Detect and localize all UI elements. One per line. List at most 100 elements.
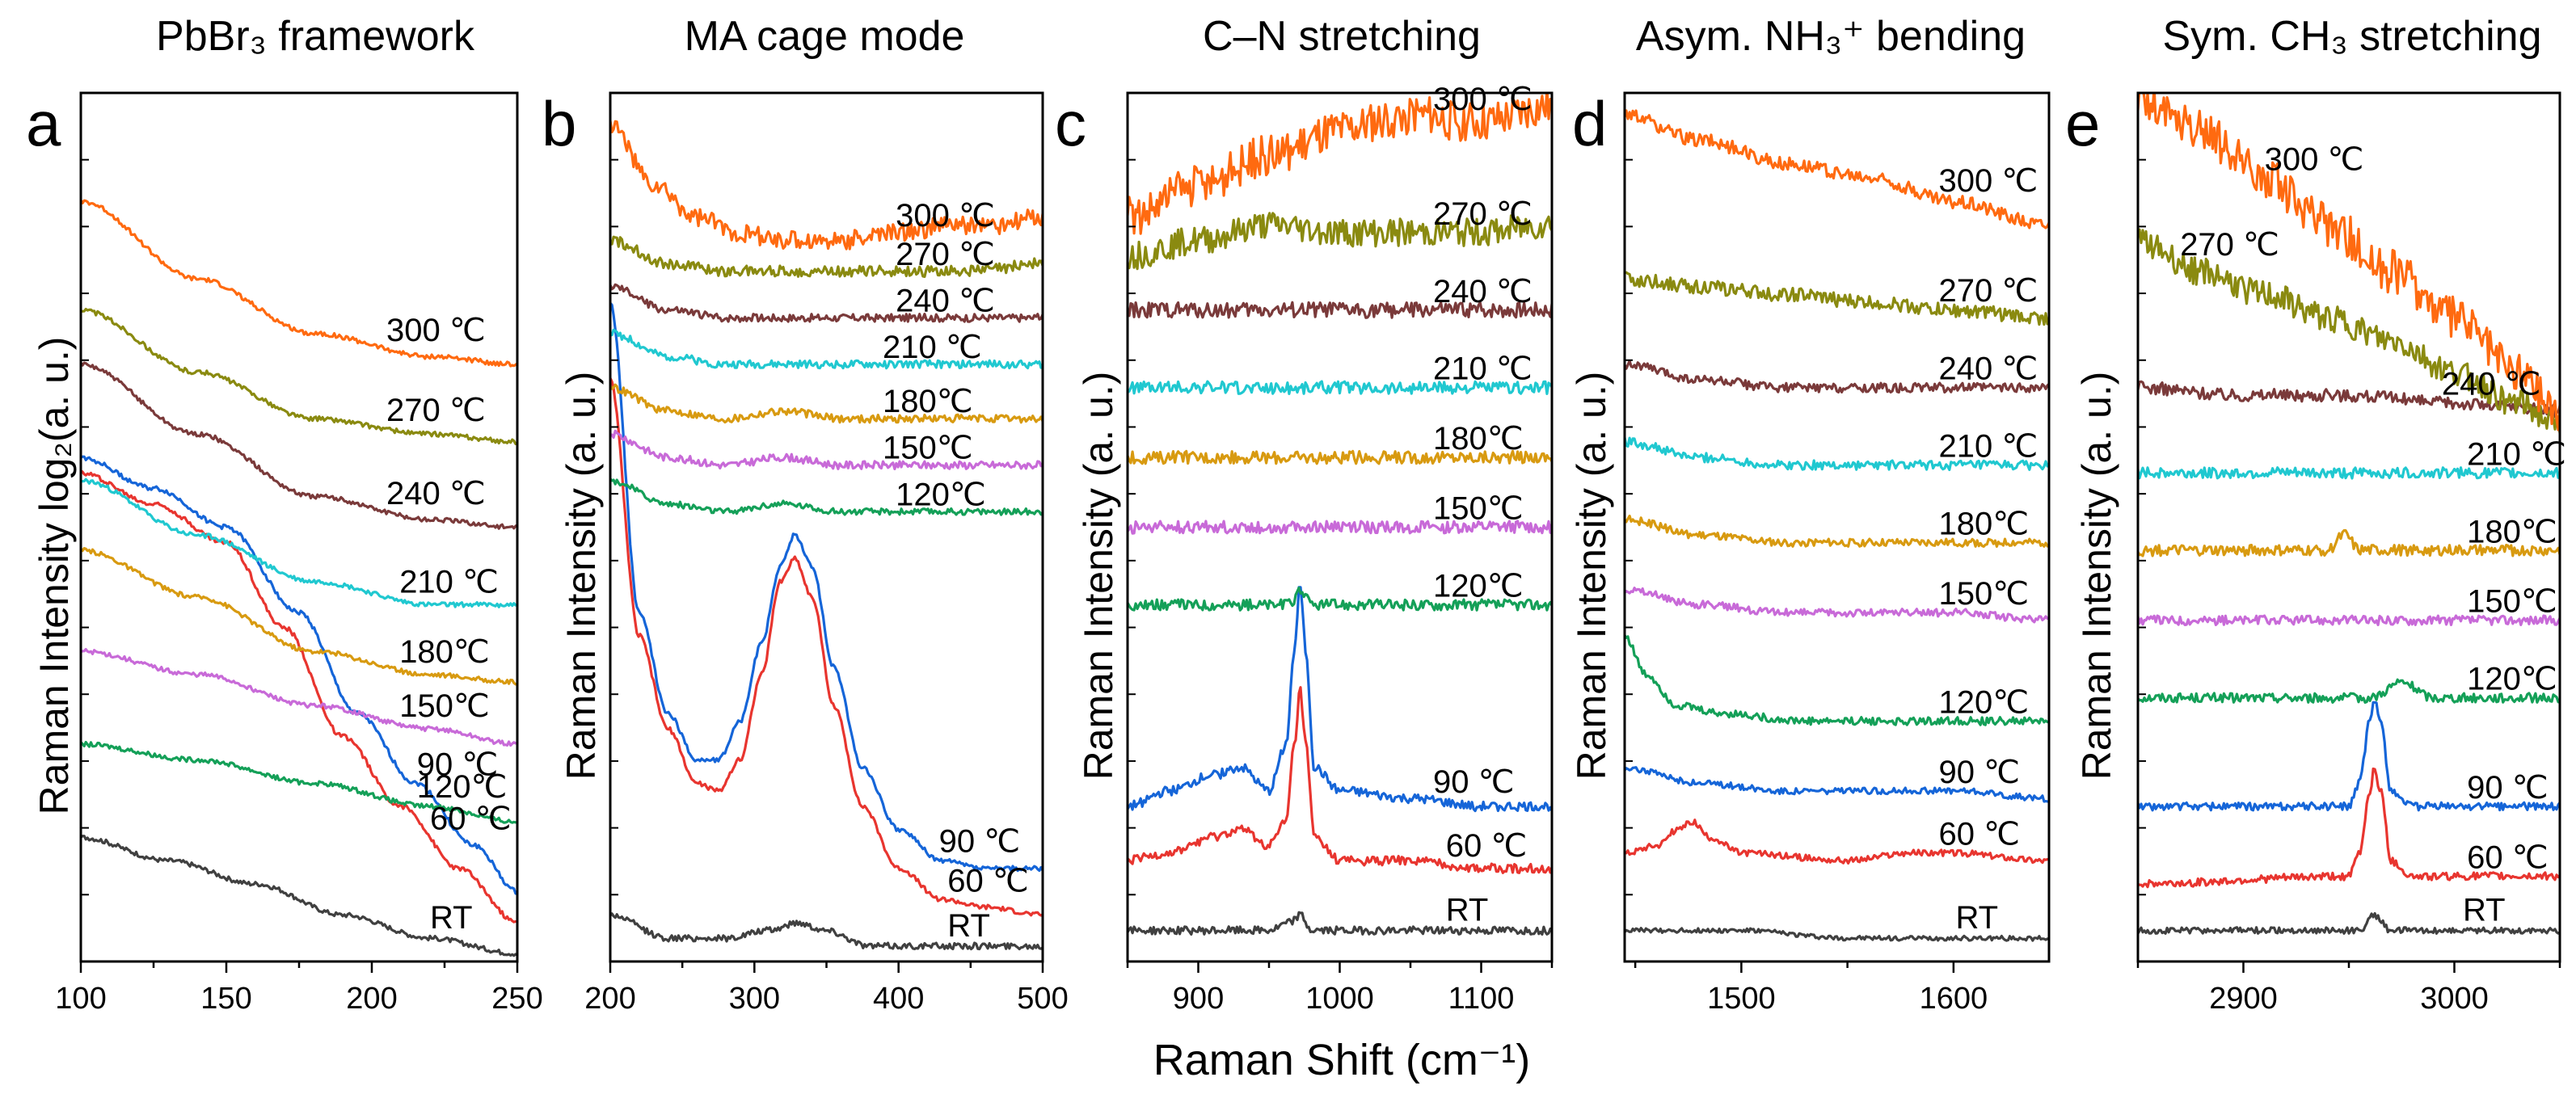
series-label-a-5: 180℃ (399, 634, 490, 670)
panel-title-e: Sym. CH₃ stretching (2162, 13, 2541, 60)
series-line-a-4 (81, 648, 517, 747)
panel-title-a: PbBr₃ framework (156, 13, 475, 60)
panel-e: Sym. CH₃ stretching e Raman Intensity (a. … (2065, 13, 2566, 1016)
series-line-a-9 (81, 199, 517, 368)
series-label-c-9: 300 ℃ (1433, 82, 1533, 117)
series-line-a-3 (81, 740, 517, 824)
x-tick-label-c-900: 900 (1173, 982, 1224, 1016)
traces-b (610, 120, 1043, 951)
series-line-b-2 (610, 302, 1043, 873)
series-line-b-0 (610, 912, 1043, 951)
series-line-e-7 (2138, 380, 2560, 419)
series-label-a-4: 150℃ (399, 688, 490, 724)
series-label-b-6: 210 ℃ (883, 330, 982, 365)
series-label-c-6: 210 ℃ (1433, 351, 1533, 387)
x-tick-label-b-200: 200 (584, 982, 635, 1016)
series-line-d-8 (1625, 271, 2049, 326)
axes-frame-d (1623, 91, 2051, 963)
series-label-a-8: 270 ℃ (386, 393, 486, 428)
panel-title-c: C–N stretching (1203, 13, 1481, 60)
series-line-d-4 (1625, 587, 2049, 624)
series-label-a-6: 210 ℃ (399, 565, 499, 600)
series-line-b-8 (610, 235, 1043, 278)
series-line-b-4 (610, 429, 1043, 470)
x-tick-label-c-1000: 1000 (1305, 982, 1374, 1016)
x-tick-label-e-2900: 2900 (2209, 982, 2278, 1016)
series-line-d-0 (1625, 927, 2049, 942)
series-label-b-9: 300 ℃ (896, 198, 995, 234)
series-line-a-0 (81, 835, 517, 957)
x-tick-label-a-200: 200 (346, 982, 397, 1016)
x-tick-label-b-500: 500 (1017, 982, 1068, 1016)
series-line-c-7 (1128, 301, 1552, 319)
series-line-b-1 (610, 377, 1043, 917)
x-tick-label-d-1600: 1600 (1920, 982, 1988, 1016)
series-label-a-0: RT (430, 900, 473, 936)
series-line-b-5 (610, 383, 1043, 424)
series-label-d-7: 240 ℃ (1939, 351, 2038, 387)
series-label-b-3: 120℃ (896, 477, 986, 512)
series-line-d-7 (1625, 360, 2049, 394)
series-label-c-0: RT (1446, 893, 1489, 928)
series-label-c-3: 120℃ (1433, 568, 1524, 604)
series-line-a-6 (81, 478, 517, 608)
panel-a: PbBr₃ framework a Raman Intensity log₂(a. … (26, 13, 543, 1016)
series-label-e-9: 300 ℃ (2265, 142, 2364, 178)
series-line-c-5 (1128, 449, 1552, 465)
series-label-c-4: 150℃ (1433, 491, 1524, 527)
series-line-c-4 (1128, 520, 1552, 535)
series-label-d-4: 150℃ (1939, 576, 2030, 612)
panels: PbBr₃ framework a Raman Intensity log₂(a. … (26, 13, 2566, 1016)
series-label-e-1: 60 ℃ (2467, 839, 2549, 875)
series-label-a-3: 120℃ (417, 769, 508, 805)
series-label-e-8: 270 ℃ (2180, 227, 2279, 263)
series-line-d-9 (1625, 109, 2049, 229)
x-tick-label-e-3000: 3000 (2420, 982, 2489, 1016)
x-tick-label-d-1500: 1500 (1707, 982, 1776, 1016)
x-tick-label-b-300: 300 (729, 982, 780, 1016)
series-line-e-4 (2138, 614, 2560, 626)
series-line-a-7 (81, 361, 517, 530)
series-line-a-2 (81, 455, 517, 895)
y-axis-label-a: Raman Intensity log₂(a. u.) (32, 337, 77, 815)
x-tick-label-a-150: 150 (200, 982, 251, 1016)
panel-letter-b: b (542, 88, 576, 159)
series-line-e-1 (2138, 767, 2560, 889)
series-line-e-6 (2138, 466, 2560, 480)
series-line-c-2 (1128, 586, 1552, 813)
y-axis-label-b: Raman Intensity (a. u.) (559, 372, 604, 781)
series-line-b-9 (610, 120, 1043, 250)
series-line-c-6 (1128, 380, 1552, 395)
y-axis-label-d: Raman Intensity (a. u.) (1569, 372, 1614, 781)
panel-b: MA cage mode b Raman Intensity (a. u.) RT 60… (542, 13, 1069, 1016)
series-label-b-2: 90 ℃ (939, 824, 1021, 860)
series-line-e-2 (2138, 701, 2560, 812)
series-label-b-0: RT (947, 908, 990, 944)
shared-x-axis-label: Raman Shift (cm⁻¹) (1153, 1036, 1531, 1084)
panel-title-d: Asym. NH₃⁺ bending (1636, 13, 2026, 60)
series-label-e-4: 150℃ (2467, 584, 2557, 620)
series-line-d-2 (1625, 766, 2049, 803)
series-label-b-8: 270 ℃ (896, 237, 995, 272)
series-label-e-2: 90 ℃ (2467, 770, 2549, 806)
series-label-d-5: 180℃ (1939, 507, 2030, 542)
traces-c (1128, 93, 1552, 936)
traces-a (81, 199, 517, 957)
series-line-b-7 (610, 283, 1043, 323)
series-line-d-3 (1625, 634, 2049, 726)
series-line-d-6 (1625, 436, 2049, 471)
series-label-b-5: 180℃ (883, 384, 973, 419)
series-line-a-8 (81, 308, 517, 445)
series-line-d-5 (1625, 514, 2049, 548)
series-line-b-3 (610, 478, 1043, 516)
series-label-d-0: RT (1956, 900, 1999, 936)
series-line-c-0 (1128, 911, 1552, 936)
series-label-a-1: 60 ℃ (430, 801, 512, 836)
series-line-c-9 (1128, 93, 1552, 235)
y-axis-label-e: Raman Intensity (a. u.) (2074, 372, 2119, 781)
panel-letter-d: d (1572, 88, 1607, 159)
series-label-c-5: 180℃ (1433, 421, 1524, 457)
panel-letter-a: a (26, 88, 61, 159)
x-tick-label-a-250: 250 (491, 982, 542, 1016)
